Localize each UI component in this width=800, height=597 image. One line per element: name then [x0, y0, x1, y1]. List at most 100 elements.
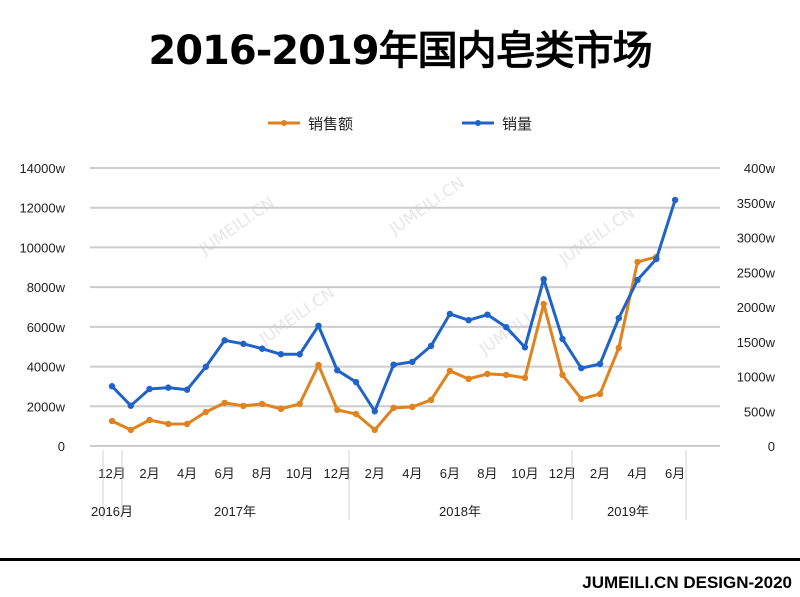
right-axis-tick-label: 500w [744, 404, 776, 419]
data-point [465, 375, 472, 383]
data-point [615, 314, 622, 322]
x-axis-tick-label: 2月 [365, 466, 385, 481]
data-point [108, 417, 116, 425]
right-axis-tick-label: 0 [768, 439, 775, 454]
data-point [146, 385, 153, 393]
x-axis-tick-label: 4月 [402, 466, 422, 481]
data-point [409, 358, 416, 366]
right-axis-tick-label: 3500w [737, 196, 776, 211]
data-point [578, 395, 585, 403]
x-axis-tick-label: 6月 [215, 466, 235, 481]
legend-label: 销售额 [308, 115, 353, 133]
x-axis-tick-label: 4月 [177, 466, 197, 481]
x-axis-tick-label: 12月 [324, 466, 351, 481]
data-point [502, 371, 510, 379]
data-point [634, 276, 641, 284]
divider [0, 558, 800, 561]
legend-label: 销量 [502, 115, 532, 133]
data-point [240, 340, 247, 348]
right-axis-tick-label: 1500w [737, 335, 776, 350]
left-axis-tick-label: 12000w [19, 201, 65, 216]
data-point [296, 400, 303, 408]
left-axis-tick-label: 0 [58, 439, 65, 454]
data-point [296, 351, 303, 358]
watermark: JUMEILI.CN [555, 203, 638, 269]
data-point [596, 390, 604, 398]
data-point [202, 408, 210, 416]
right-axis-tick-label: 2500w [737, 265, 776, 280]
data-point [183, 386, 191, 393]
x-axis-tick-label: 10月 [511, 466, 538, 481]
data-point [446, 310, 454, 318]
x-axis-tick-label: 12月 [98, 466, 125, 481]
data-point [127, 426, 134, 434]
data-point [390, 361, 397, 368]
data-point [371, 408, 378, 415]
data-point [671, 196, 679, 204]
data-point [277, 351, 285, 358]
data-point [559, 335, 566, 343]
x-axis-tick-label: 8月 [252, 466, 272, 481]
x-axis-tick-label: 8月 [477, 466, 497, 481]
x-axis-group-label: 2017年 [214, 504, 256, 519]
data-point [165, 384, 172, 391]
data-point [334, 367, 341, 374]
right-axis-tick-label: 400w [744, 161, 776, 176]
data-point [352, 378, 360, 386]
x-axis-tick-label: 4月 [627, 466, 647, 481]
data-point [202, 363, 210, 370]
data-point [409, 403, 416, 411]
footer-credit: JUMEILI.CN DESIGN-2020 [582, 573, 792, 592]
data-point [484, 311, 491, 318]
left-axis-tick-label: 10000w [19, 240, 65, 255]
data-point [165, 420, 172, 428]
data-point [315, 322, 322, 329]
data-point [108, 383, 116, 390]
x-axis-tick-label: 2月 [590, 466, 610, 481]
data-point [653, 255, 660, 263]
data-point [596, 360, 604, 368]
data-point [146, 416, 153, 424]
data-point [221, 337, 228, 344]
data-point [446, 367, 454, 375]
legend-marker [281, 120, 287, 126]
data-point [615, 344, 622, 352]
data-point [183, 420, 191, 428]
data-point [521, 374, 529, 382]
data-point [334, 406, 341, 414]
data-point [258, 345, 266, 352]
x-axis-tick-label: 6月 [440, 466, 460, 481]
left-axis-tick-label: 2000w [27, 399, 66, 414]
data-point [221, 399, 228, 407]
data-point [634, 258, 641, 266]
data-point [578, 364, 585, 372]
watermark: JUMEILI.CN [195, 193, 278, 259]
data-point [427, 396, 435, 404]
left-axis-tick-label: 4000w [27, 360, 66, 375]
right-axis-tick-label: 2000w [737, 300, 776, 315]
data-point [277, 405, 285, 413]
x-axis-group-label: 2019年 [607, 504, 649, 519]
data-point [315, 361, 322, 369]
left-axis-tick-label: 8000w [27, 280, 66, 295]
x-axis-group-label: 2018年 [439, 504, 481, 519]
x-axis-tick-label: 10月 [286, 466, 313, 481]
right-axis-tick-label: 3000w [737, 231, 776, 246]
chart-title: 2016-2019年国内皂类市场 [148, 28, 652, 74]
x-axis-tick-label: 12月 [549, 466, 576, 481]
data-point [540, 300, 547, 308]
legend-marker [475, 120, 481, 126]
left-axis-tick-label: 6000w [27, 320, 66, 335]
x-axis-group-label: 2016月 [91, 504, 133, 519]
right-axis-tick-label: 1000w [737, 370, 776, 385]
data-point [465, 317, 472, 324]
data-point [540, 276, 547, 283]
data-point [521, 344, 529, 351]
data-point [240, 402, 247, 410]
data-point [502, 323, 510, 331]
data-point [371, 426, 378, 434]
data-point [559, 371, 566, 379]
data-point [127, 402, 134, 409]
watermark: JUMEILI.CN [385, 173, 468, 239]
